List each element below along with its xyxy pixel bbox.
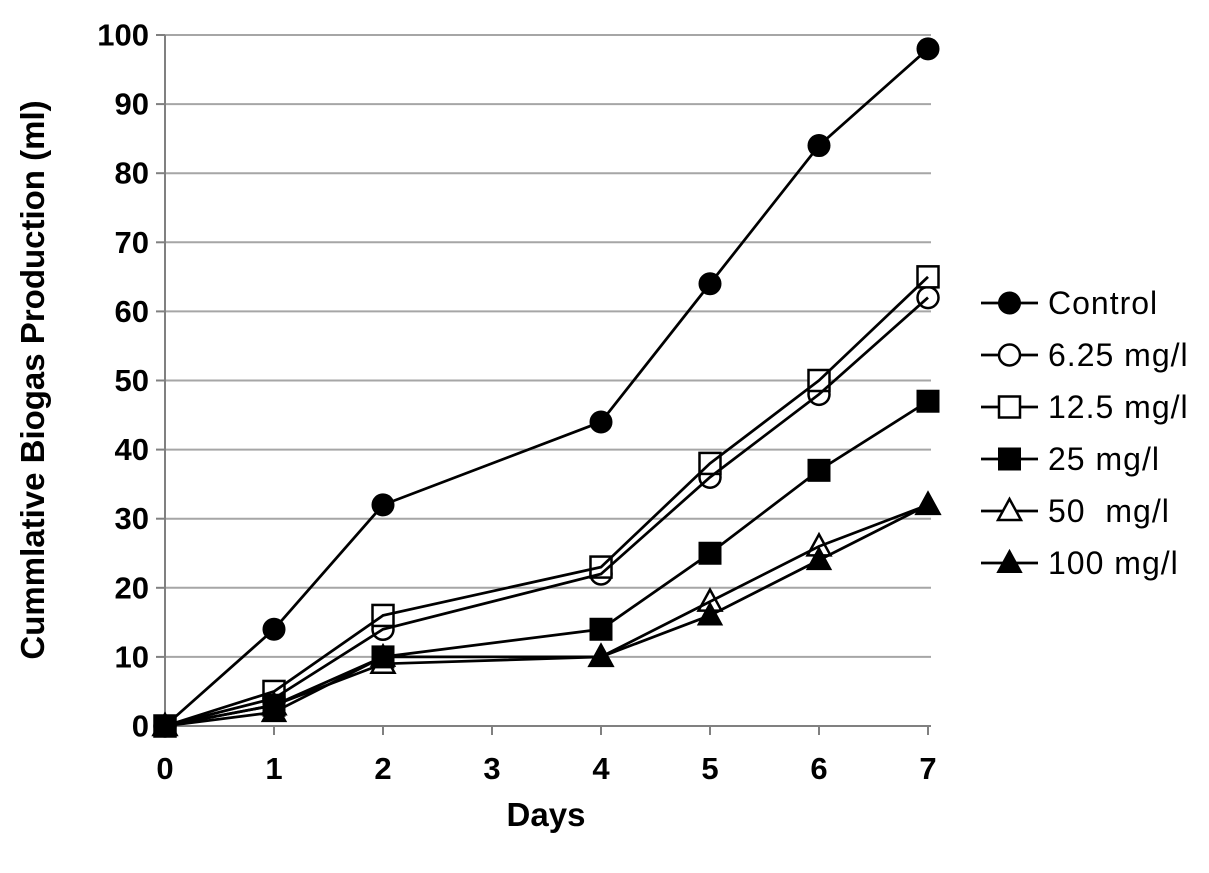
y-tick-label-40: 40 bbox=[115, 432, 149, 467]
series-line-6-25-mg-l bbox=[164, 296, 929, 728]
legend-item-12-5-mg-l: 12.5 mg/l bbox=[981, 389, 1189, 425]
legend-marker-12-5-mg-l bbox=[997, 395, 1022, 419]
y-tick-label-100: 100 bbox=[97, 18, 149, 53]
series-line-100-mg-l bbox=[164, 503, 929, 728]
legend: Control 6.25 mg/l 12.5 mg/l 25 mg/l 50 mg/l 1… bbox=[981, 285, 1189, 581]
y-tick-label-20: 20 bbox=[115, 570, 149, 605]
legend-marker-50-mg-l bbox=[995, 496, 1024, 522]
y-tick-label-90: 90 bbox=[115, 87, 149, 122]
legend-label: 12.5 mg/l bbox=[1048, 389, 1189, 425]
legend-label: 50 mg/l bbox=[1048, 493, 1170, 529]
plot-area: 0 10 20 30 40 50 60 70 80 90 100 0 1 2 3 4 5 6 7 bbox=[97, 18, 942, 786]
x-tick-label-0: 0 bbox=[156, 751, 173, 786]
legend-marker-25-mg-l bbox=[998, 447, 1021, 471]
y-tick-label-0: 0 bbox=[132, 709, 149, 744]
legend-label: Control bbox=[1048, 285, 1158, 321]
legend-label: 100 mg/l bbox=[1048, 545, 1179, 581]
legend-label: 6.25 mg/l bbox=[1048, 337, 1189, 373]
y-tick-label-80: 80 bbox=[115, 156, 149, 191]
legend-item-control: Control bbox=[981, 285, 1158, 321]
x-tick-label-4: 4 bbox=[592, 751, 610, 786]
x-tick-label-5: 5 bbox=[701, 751, 718, 786]
y-tick-label-10: 10 bbox=[115, 639, 149, 674]
legend-item-100-mg-l: 100 mg/l bbox=[981, 545, 1179, 581]
y-axis-title: Cummlative Biogas Production (ml) bbox=[14, 100, 51, 659]
x-tick-label-3: 3 bbox=[483, 751, 500, 786]
y-tick-label-30: 30 bbox=[115, 501, 149, 536]
legend-marker-control bbox=[998, 291, 1021, 315]
x-tick-label-1: 1 bbox=[265, 751, 282, 786]
legend-item-25-mg-l: 25 mg/l bbox=[981, 441, 1160, 477]
x-tick-label-7: 7 bbox=[919, 751, 936, 786]
x-tick-label-6: 6 bbox=[810, 751, 827, 786]
y-tick-label-60: 60 bbox=[115, 294, 149, 329]
legend-label: 25 mg/l bbox=[1048, 441, 1160, 477]
legend-marker-6-25-mg-l bbox=[997, 343, 1022, 367]
series-line-12-5-mg-l bbox=[164, 275, 929, 728]
y-tick-label-70: 70 bbox=[115, 225, 149, 260]
legend-item-50-mg-l: 50 mg/l bbox=[981, 493, 1170, 529]
legend-item-6-25-mg-l: 6.25 mg/l bbox=[981, 337, 1189, 373]
x-axis-title: Days bbox=[507, 796, 586, 833]
y-tick-label-50: 50 bbox=[115, 363, 149, 398]
legend-marker-100-mg-l bbox=[996, 548, 1023, 573]
marker-100-mg-l bbox=[914, 490, 942, 515]
x-tick-label-2: 2 bbox=[374, 751, 391, 786]
series-line-control bbox=[164, 47, 929, 728]
